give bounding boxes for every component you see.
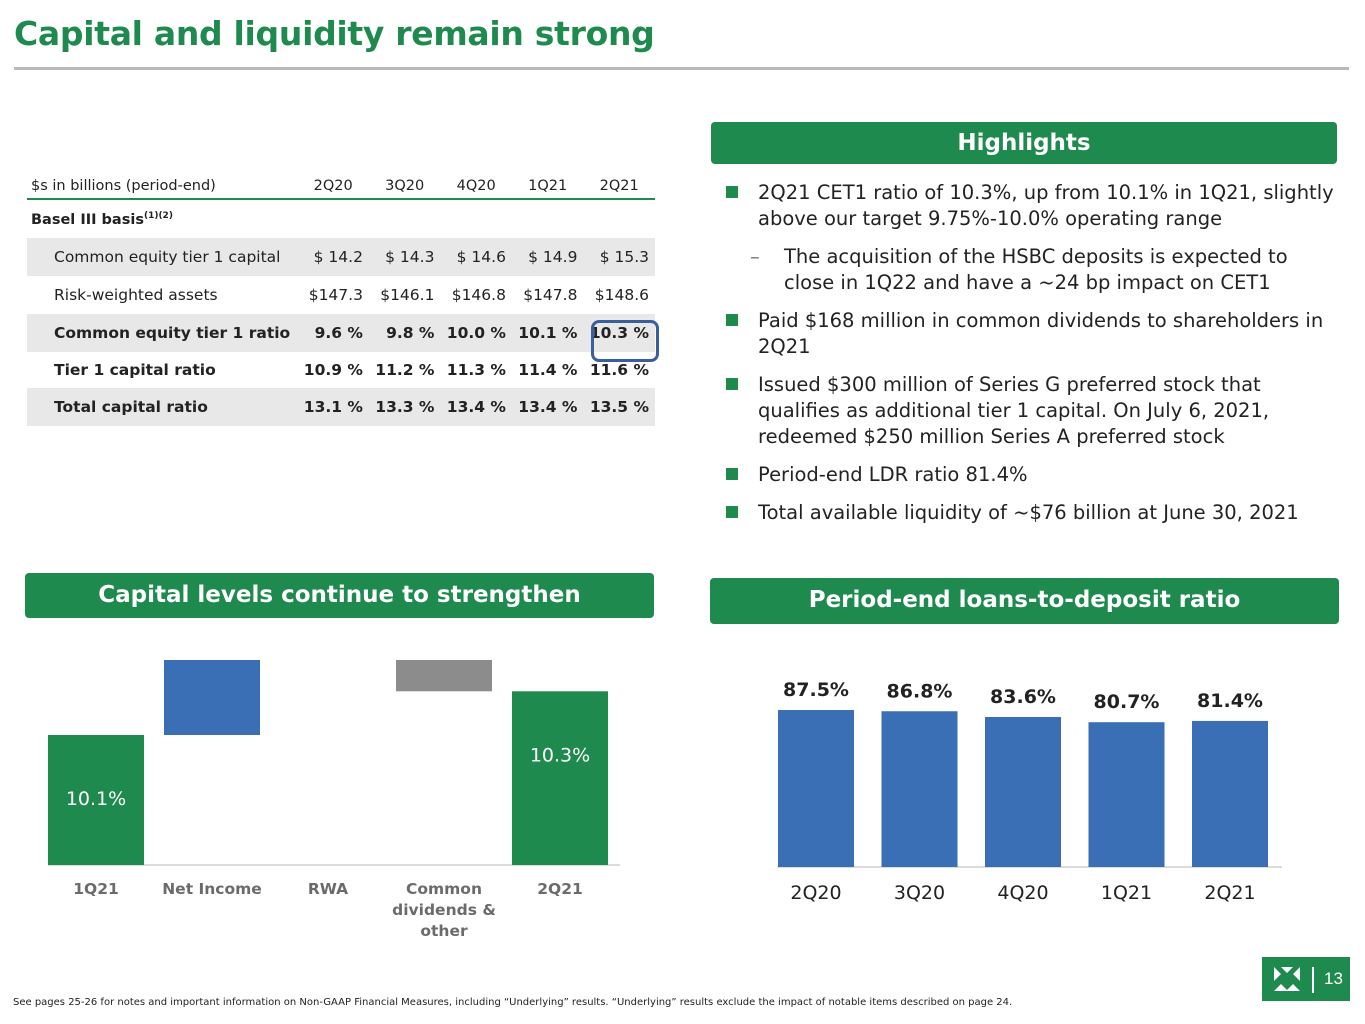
bar-value-label: 80.7% [1094, 691, 1160, 713]
table-header-period: 2Q20 [297, 174, 369, 200]
category-label: 4Q20 [997, 882, 1048, 904]
table-cell: 13.3 % [368, 388, 441, 426]
table-cell: $ 15.3 [583, 238, 655, 276]
page-badge: 13 [1262, 957, 1350, 1001]
table-cell: 9.6 % [297, 314, 369, 352]
category-label: 2Q20 [790, 882, 841, 904]
section-label: Basel III basis(1)(2) [31, 210, 173, 228]
table-row: Tier 1 capital ratio 10.9 % 11.2 % 11.3 … [27, 352, 655, 388]
category-label: 3Q20 [894, 882, 945, 904]
ldr-bar [1088, 722, 1165, 867]
table-cell: 13.4 % [440, 388, 512, 426]
category-label: dividends & [392, 901, 496, 919]
square-bullet-icon [726, 506, 738, 518]
waterfall-bar [164, 660, 260, 735]
title-divider [14, 67, 1349, 70]
category-label: 2Q21 [537, 880, 583, 898]
row-label: Tier 1 capital ratio [54, 361, 216, 379]
section-footnote-ref: (1)(2) [143, 210, 173, 221]
table-cell: 13.1 % [297, 388, 369, 426]
list-item: 2Q21 CET1 ratio of 10.3%, up from 10.1% … [724, 180, 1344, 232]
bar-value-label: 81.4% [1197, 690, 1263, 712]
square-bullet-icon [726, 186, 738, 198]
table-cell: 10.1 % [511, 314, 584, 352]
ldr-bar [778, 710, 854, 867]
table-cell: 10.0 % [440, 314, 512, 352]
square-bullet-icon [726, 314, 738, 326]
bar-value-label: 10.1% [66, 788, 126, 810]
waterfall-bar [396, 660, 492, 692]
dash-bullet-icon: – [750, 245, 760, 268]
table-header-row: $s in billions (period-end) 2Q20 3Q20 4Q… [27, 174, 655, 200]
table-cell: $146.1 [380, 286, 435, 304]
table-header-label: $s in billions (period-end) [27, 174, 298, 200]
category-label: other [420, 922, 468, 940]
list-subitem: – The acquisition of the HSBC deposits is… [750, 245, 1288, 294]
category-label: 1Q21 [73, 880, 119, 898]
table-cell: 13.5 % [583, 388, 655, 426]
table-cell: $ 14.3 [368, 238, 441, 276]
capital-table: $s in billions (period-end) 2Q20 3Q20 4Q… [27, 174, 655, 426]
cet1-highlight-box [591, 320, 659, 362]
table-header-period: 4Q20 [440, 174, 512, 200]
category-label: 1Q21 [1101, 882, 1152, 904]
table-row: Common equity tier 1 capital $ 14.2 $ 14… [27, 238, 655, 276]
list-item: Period-end LDR ratio 81.4% [724, 462, 1344, 488]
table-cell: $ 14.9 [511, 238, 584, 276]
row-label: Risk-weighted assets [54, 286, 218, 304]
bar-value-label: 86.8% [887, 680, 953, 702]
table-section-row: Basel III basis(1)(2) [27, 199, 655, 238]
category-label: RWA [308, 880, 348, 898]
list-item: Issued $300 million of Series G preferre… [724, 372, 1344, 450]
table-cell: 13.4 % [511, 388, 584, 426]
square-bullet-icon [726, 378, 738, 390]
highlights-banner: Highlights [711, 122, 1337, 164]
ldr-bar [1192, 720, 1268, 867]
table-cell: 11.3 % [446, 361, 506, 379]
table-cell: $147.8 [523, 286, 578, 304]
waterfall-bar [512, 691, 608, 865]
table-cell: 11.4 % [518, 361, 578, 379]
table-cell: 11.2 % [375, 361, 435, 379]
table-cell: $148.6 [594, 286, 649, 304]
footnote: See pages 25-26 for notes and important … [13, 997, 1013, 1008]
bank-logo-icon [1274, 967, 1300, 991]
cet1-waterfall-chart: 10.1%1Q210.44Net Income(0.05)RWA(0.20)Co… [48, 660, 620, 940]
category-label: Net Income [162, 880, 262, 898]
bar-value-label: 10.3% [530, 744, 590, 766]
table-cell: $ 14.2 [297, 238, 369, 276]
table-header-period: 2Q21 [583, 174, 655, 200]
badge-divider [1312, 967, 1314, 993]
table-cell: $147.3 [308, 286, 363, 304]
ldr-bar [881, 711, 958, 867]
table-cell: $ 14.6 [440, 238, 512, 276]
table-cell: 10.9 % [303, 361, 363, 379]
row-label: Total capital ratio [27, 388, 298, 426]
table-cell: $146.8 [451, 286, 506, 304]
table-cell: 9.8 % [368, 314, 441, 352]
table-cell: 11.6 % [589, 361, 649, 379]
ldr-bar [985, 716, 1061, 867]
bar-value-label: 83.6% [990, 686, 1056, 708]
list-item: Total available liquidity of ~$76 billio… [724, 500, 1344, 526]
page-number: 13 [1324, 969, 1343, 988]
table-header-period: 3Q20 [368, 174, 441, 200]
table-header-period: 1Q21 [511, 174, 584, 200]
table-row: Risk-weighted assets $147.3 $146.1 $146.… [27, 276, 655, 314]
page-title: Capital and liquidity remain strong [14, 14, 655, 53]
square-bullet-icon [726, 468, 738, 480]
ldr-banner: Period-end loans-to-deposit ratio [710, 578, 1339, 624]
row-label: Common equity tier 1 ratio [27, 314, 298, 352]
highlights-list: 2Q21 CET1 ratio of 10.3%, up from 10.1% … [724, 180, 1344, 538]
table-row: Total capital ratio 13.1 % 13.3 % 13.4 %… [27, 388, 655, 426]
ldr-bar-chart: 87.5% 2Q20 86.8% 3Q20 83.6% 4Q20 80.7% 1Q21 81.4… [777, 679, 1282, 904]
bar-value-label: 87.5% [783, 679, 849, 701]
category-label: Common [406, 880, 482, 898]
row-label: Common equity tier 1 capital [27, 238, 298, 276]
table-row: Common equity tier 1 ratio 9.6 % 9.8 % 1… [27, 314, 655, 352]
category-label: 2Q21 [1204, 882, 1255, 904]
capital-levels-banner: Capital levels continue to strengthen [25, 573, 654, 618]
waterfall-bar [48, 735, 144, 865]
list-item: Paid $168 million in common dividends to… [724, 308, 1344, 360]
